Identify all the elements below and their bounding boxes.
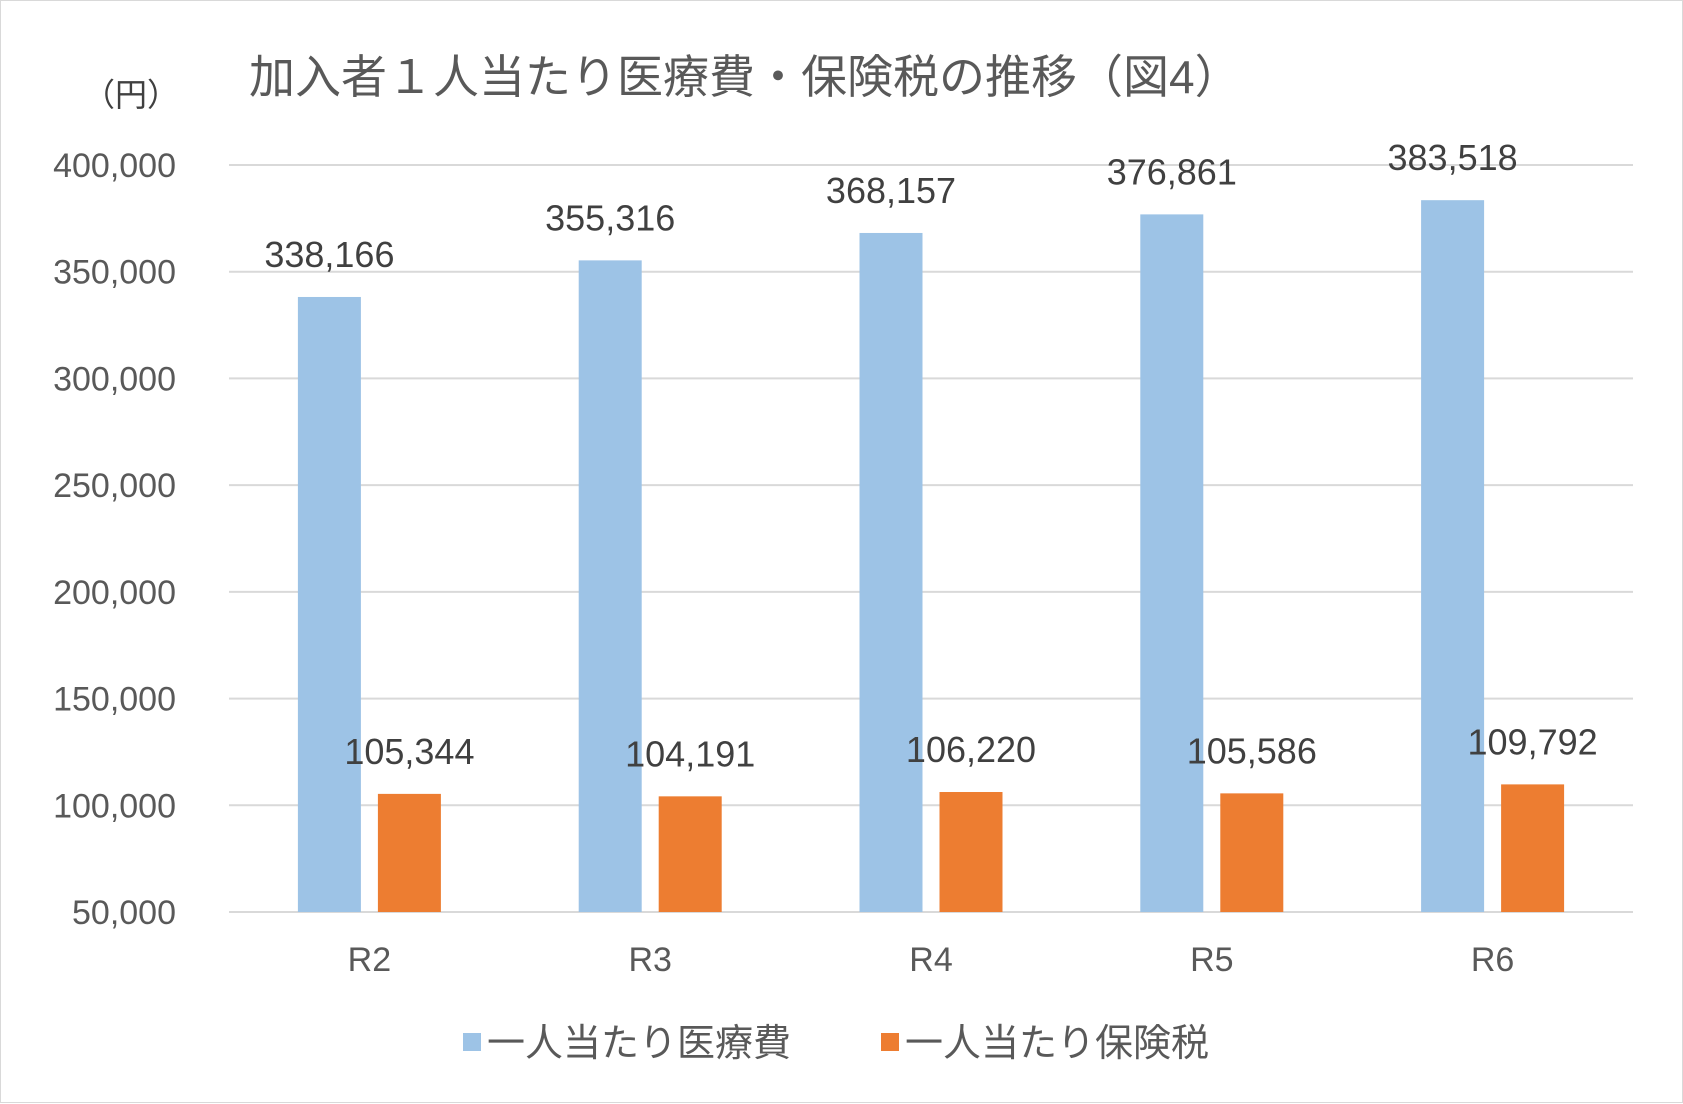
y-unit-label: （円） (83, 77, 179, 113)
y-tick-label: 100,000 (53, 787, 176, 825)
legend-swatch (463, 1033, 481, 1051)
legend: 一人当たり医療費 一人当たり保険税 (463, 1023, 1209, 1065)
bar-medical-cost (1421, 200, 1485, 912)
bar-insurance-tax (377, 793, 441, 912)
legend-label: 一人当たり医療費 (487, 1023, 791, 1065)
bar-medical-cost (578, 260, 642, 912)
y-tick-label: 150,000 (53, 681, 176, 719)
y-tick-label: 300,000 (53, 360, 176, 398)
bar-insurance-tax (658, 796, 722, 912)
legend-label: 一人当たり保険税 (905, 1023, 1209, 1065)
bar-insurance-tax (1501, 784, 1565, 912)
bar-medical-cost (1140, 214, 1204, 912)
data-label: 105,344 (344, 731, 474, 772)
data-label: 376,861 (1107, 151, 1237, 192)
y-tick-label: 200,000 (53, 574, 176, 612)
x-tick-label: R3 (628, 941, 671, 979)
bar-insurance-tax (1220, 793, 1284, 912)
data-label: 368,157 (826, 170, 956, 211)
bars (297, 200, 1565, 913)
y-tick-label: 400,000 (53, 147, 176, 185)
data-label: 105,586 (1187, 730, 1317, 771)
chart-title: 加入者１人当たり医療費・保険税の推移（図4） (249, 51, 1241, 103)
x-tick-label: R6 (1471, 941, 1514, 979)
data-label: 355,316 (545, 197, 675, 238)
bar-medical-cost (297, 296, 361, 912)
data-label: 106,220 (906, 729, 1036, 770)
x-tick-label: R2 (348, 941, 391, 979)
y-tick-label: 350,000 (53, 254, 176, 292)
gridlines (229, 164, 1633, 913)
x-axis: R2 R3 R4 R5 R6 (348, 941, 1515, 979)
data-label: 338,166 (264, 234, 394, 275)
x-tick-label: R4 (909, 941, 952, 979)
legend-swatch (881, 1033, 899, 1051)
x-tick-label: R5 (1190, 941, 1233, 979)
y-tick-label: 250,000 (53, 467, 176, 505)
data-label: 109,792 (1468, 721, 1598, 762)
bar-insurance-tax (939, 792, 1003, 912)
bar-medical-cost (859, 232, 923, 913)
y-axis: 50,000 100,000 150,000 200,000 250,000 300,00… (53, 147, 176, 932)
data-labels: 338,166 105,344 355,316 104,191 368,157 106,2… (264, 137, 1597, 774)
data-label: 383,518 (1388, 137, 1518, 178)
y-tick-label: 50,000 (72, 894, 176, 932)
data-label: 104,191 (625, 733, 755, 774)
